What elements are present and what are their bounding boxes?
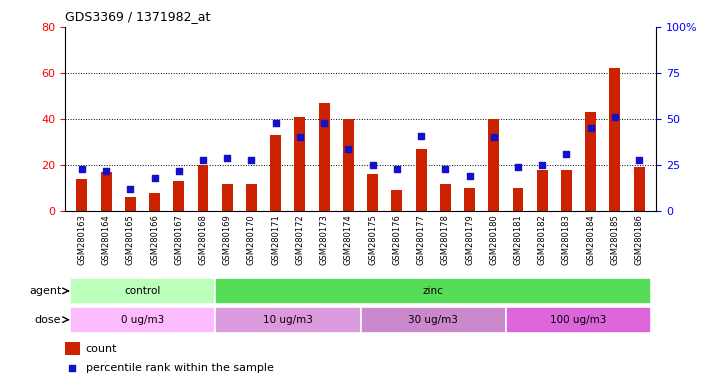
Text: control: control bbox=[124, 286, 161, 296]
Point bbox=[561, 151, 572, 157]
Bar bbox=[367, 174, 378, 211]
Point bbox=[125, 186, 136, 192]
Point bbox=[294, 134, 306, 141]
Point bbox=[367, 162, 379, 168]
Bar bbox=[125, 197, 136, 211]
Bar bbox=[294, 117, 306, 211]
Text: GDS3369 / 1371982_at: GDS3369 / 1371982_at bbox=[65, 10, 211, 23]
Bar bbox=[392, 190, 402, 211]
Bar bbox=[65, 342, 80, 355]
Bar bbox=[101, 172, 112, 211]
Bar bbox=[415, 149, 427, 211]
Text: agent: agent bbox=[29, 286, 61, 296]
Bar bbox=[173, 181, 185, 211]
Bar bbox=[561, 170, 572, 211]
Bar bbox=[198, 165, 208, 211]
Text: 30 ug/m3: 30 ug/m3 bbox=[408, 314, 458, 325]
Point bbox=[149, 175, 160, 181]
Point bbox=[488, 134, 500, 141]
Bar bbox=[536, 170, 548, 211]
Bar bbox=[319, 103, 329, 211]
Point bbox=[246, 157, 257, 163]
Bar bbox=[440, 184, 451, 211]
Point bbox=[609, 114, 621, 120]
Text: count: count bbox=[86, 344, 117, 354]
Bar bbox=[488, 119, 499, 211]
Bar bbox=[464, 188, 475, 211]
Bar bbox=[585, 112, 596, 211]
Point bbox=[66, 365, 78, 371]
Point bbox=[415, 132, 427, 139]
Bar bbox=[222, 184, 233, 211]
Bar bbox=[343, 119, 354, 211]
Text: dose: dose bbox=[35, 314, 61, 325]
Text: percentile rank within the sample: percentile rank within the sample bbox=[86, 363, 273, 373]
Point bbox=[342, 146, 354, 152]
Point bbox=[633, 157, 645, 163]
Point bbox=[536, 162, 548, 168]
Point bbox=[198, 157, 209, 163]
Text: 100 ug/m3: 100 ug/m3 bbox=[550, 314, 607, 325]
Bar bbox=[215, 278, 651, 304]
Point bbox=[391, 166, 402, 172]
Bar bbox=[70, 278, 215, 304]
Point bbox=[440, 166, 451, 172]
Bar bbox=[270, 135, 281, 211]
Text: 10 ug/m3: 10 ug/m3 bbox=[263, 314, 313, 325]
Text: zinc: zinc bbox=[423, 286, 443, 296]
Bar bbox=[506, 307, 651, 333]
Bar bbox=[634, 167, 645, 211]
Bar bbox=[609, 68, 620, 211]
Point bbox=[221, 155, 233, 161]
Bar bbox=[246, 184, 257, 211]
Bar bbox=[215, 307, 360, 333]
Point bbox=[173, 167, 185, 174]
Point bbox=[585, 125, 596, 131]
Point bbox=[464, 173, 475, 179]
Bar bbox=[360, 307, 506, 333]
Bar bbox=[76, 179, 87, 211]
Point bbox=[76, 166, 88, 172]
Bar bbox=[149, 193, 160, 211]
Text: 0 ug/m3: 0 ug/m3 bbox=[121, 314, 164, 325]
Bar bbox=[70, 307, 215, 333]
Point bbox=[512, 164, 523, 170]
Point bbox=[270, 120, 281, 126]
Point bbox=[319, 120, 330, 126]
Point bbox=[100, 167, 112, 174]
Bar bbox=[513, 188, 523, 211]
